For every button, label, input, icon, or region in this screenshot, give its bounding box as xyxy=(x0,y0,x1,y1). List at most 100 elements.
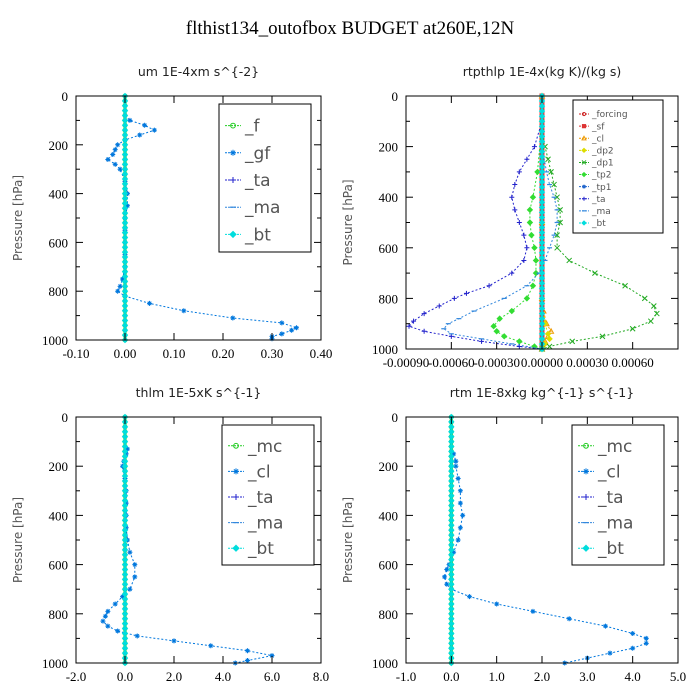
legend-item-ma: _ma xyxy=(578,514,633,534)
data-point xyxy=(455,476,461,481)
x-tick-label: 0.20 xyxy=(212,346,235,361)
data-point xyxy=(171,638,177,644)
data-point xyxy=(411,318,417,324)
data-point xyxy=(557,206,563,213)
legend-marker xyxy=(582,184,586,189)
data-point xyxy=(566,257,573,264)
legend-item-ma: _ma xyxy=(579,207,611,217)
data-point xyxy=(457,525,463,531)
data-point xyxy=(117,283,123,289)
data-point xyxy=(554,194,560,201)
legend-item-ta: _ta xyxy=(228,488,274,508)
series-line xyxy=(541,133,658,350)
legend-item-f: _f xyxy=(225,117,261,137)
legend-marker xyxy=(582,544,590,552)
data-point xyxy=(530,608,536,614)
legend-marker xyxy=(581,160,587,165)
data-point xyxy=(102,613,108,619)
legend-label: _tp1 xyxy=(591,183,611,193)
data-point xyxy=(546,335,553,343)
legend-label: _f xyxy=(244,117,261,137)
panel-title: um 1E-4xm s^{-2} xyxy=(138,64,259,79)
data-point xyxy=(521,257,527,263)
y-tick-label: 400 xyxy=(49,508,69,523)
legend: _mc _cl _ta _ma _bt xyxy=(221,424,315,566)
legend-item-sf: _sf xyxy=(579,122,605,132)
data-point xyxy=(544,330,552,338)
y-tick-label: 600 xyxy=(49,235,69,250)
panel-title: thlm 1E-5xK s^{-1} xyxy=(136,385,262,400)
data-point xyxy=(112,147,118,153)
data-point xyxy=(557,219,563,226)
series-tp2 xyxy=(490,118,546,353)
y-axis-label: Pressure [hPa] xyxy=(11,497,25,583)
data-point xyxy=(436,303,442,309)
legend-item-cl: _cl xyxy=(578,462,621,482)
data-point xyxy=(421,311,427,317)
legend-label: _cl xyxy=(597,462,621,482)
data-point xyxy=(650,303,657,309)
data-point xyxy=(545,156,551,163)
legend-item-bt: _bt xyxy=(578,539,624,559)
panel-2: rtpthlp 1E-4x(kg K)/(kg s) Pressure [hPa]… xyxy=(341,64,679,370)
legend-item-ta: _ta xyxy=(578,488,624,508)
data-point xyxy=(653,310,660,317)
y-tick-label: 800 xyxy=(49,607,69,622)
legend-label: _bt xyxy=(244,225,271,245)
data-point xyxy=(110,152,116,158)
data-point xyxy=(496,315,503,322)
legend-marker xyxy=(230,149,236,156)
y-tick-label: 400 xyxy=(379,508,399,523)
data-point xyxy=(132,562,138,568)
data-point xyxy=(123,451,129,457)
data-point xyxy=(554,244,560,251)
panel-title: rtpthlp 1E-4x(kg K)/(kg s) xyxy=(463,64,622,79)
series-bt xyxy=(448,413,455,667)
data-point xyxy=(531,244,538,252)
data-point xyxy=(294,325,299,331)
data-point xyxy=(123,500,129,506)
data-point xyxy=(451,295,457,301)
panel-4: rtm 1E-8xkg kg^{-1} s^{-1} Pressure [hPa]… xyxy=(341,385,686,684)
x-tick-label: 4.0 xyxy=(215,669,231,684)
data-point xyxy=(134,633,140,639)
legend-label: _mc xyxy=(597,437,632,457)
data-point xyxy=(406,323,412,329)
y-axis-label: Pressure [hPa] xyxy=(341,179,355,265)
data-point xyxy=(448,333,454,339)
x-tick-label: 5.0 xyxy=(670,669,686,684)
y-tick-label: 800 xyxy=(379,607,399,622)
x-tick-label: 0.00030 xyxy=(566,355,608,370)
y-tick-label: 600 xyxy=(379,241,399,256)
legend-item-cl: _cl xyxy=(579,134,604,144)
x-tick-label: 1.0 xyxy=(489,669,505,684)
data-point xyxy=(105,608,111,614)
data-point xyxy=(521,232,527,238)
legend-marker xyxy=(582,196,586,201)
data-point xyxy=(457,488,463,494)
data-point xyxy=(115,628,121,634)
data-point xyxy=(127,586,133,592)
data-point xyxy=(451,549,457,555)
legend-marker xyxy=(583,442,589,449)
x-tick-label: -2.0 xyxy=(66,669,87,684)
data-point xyxy=(230,315,236,321)
data-point xyxy=(524,245,530,251)
x-tick-label: -0.00060 xyxy=(428,355,475,370)
data-point xyxy=(245,658,250,664)
data-point xyxy=(105,156,111,162)
data-point xyxy=(509,270,515,276)
legend-label: _ma xyxy=(247,514,283,534)
data-point xyxy=(444,567,450,573)
legend-item-ma: _ma xyxy=(228,514,283,534)
legend-label: _bt xyxy=(591,219,606,229)
data-point xyxy=(124,446,130,452)
x-tick-label: 0.0 xyxy=(117,669,133,684)
data-point xyxy=(466,594,472,600)
legend: _f _gf _ta _ma _bt xyxy=(218,103,312,253)
y-tick-label: 200 xyxy=(49,138,69,153)
data-point xyxy=(479,338,485,344)
data-point xyxy=(551,181,557,188)
legend: _mc _cl _ta _ma _bt xyxy=(571,424,665,566)
data-point xyxy=(528,231,535,239)
